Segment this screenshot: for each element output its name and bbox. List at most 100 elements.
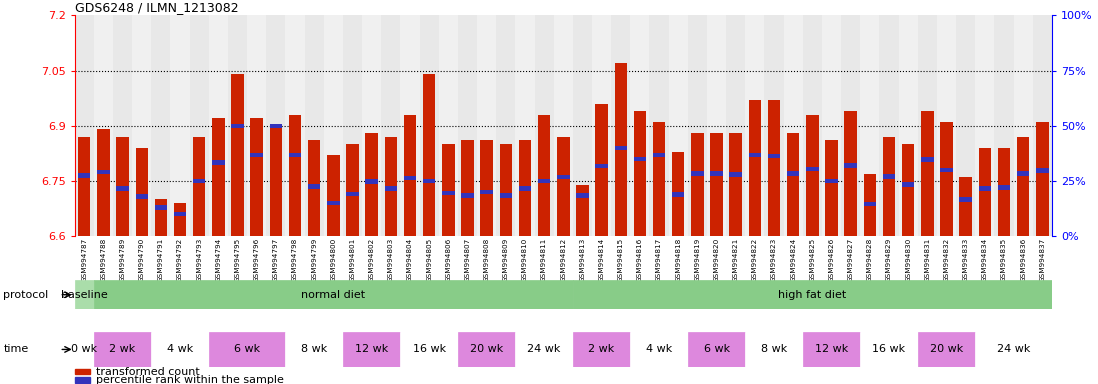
Bar [1017, 137, 1029, 236]
Bar [518, 141, 531, 236]
Bar [232, 124, 244, 128]
Bar [442, 190, 455, 195]
Bar [401, 332, 458, 367]
Text: baseline: baseline [60, 290, 108, 300]
Bar [860, 15, 879, 236]
Bar [135, 148, 148, 236]
Bar [250, 118, 262, 236]
Text: 12 wk: 12 wk [355, 344, 389, 354]
Bar [209, 15, 228, 236]
Bar [653, 153, 665, 157]
Bar [173, 203, 187, 236]
Bar [461, 141, 473, 236]
Bar [612, 15, 630, 236]
Bar [729, 133, 742, 236]
Bar [940, 168, 953, 172]
Bar [749, 100, 761, 236]
Bar [634, 111, 646, 236]
Bar [595, 164, 608, 169]
Bar [193, 179, 205, 183]
Bar [423, 179, 436, 183]
Bar [75, 332, 93, 367]
Bar [346, 144, 359, 236]
Bar [113, 15, 132, 236]
Bar [672, 152, 684, 236]
Bar [155, 199, 167, 236]
Bar [75, 280, 93, 309]
Text: 2 wk: 2 wk [589, 344, 615, 354]
Bar [860, 332, 918, 367]
Bar [1037, 122, 1049, 236]
Bar [864, 174, 876, 236]
Bar [500, 194, 512, 198]
Bar [98, 170, 110, 174]
Bar [707, 15, 726, 236]
Bar [228, 15, 247, 236]
Text: GDS6248 / ILMN_1213082: GDS6248 / ILMN_1213082 [75, 1, 238, 14]
Bar [998, 148, 1010, 236]
Bar [362, 15, 381, 236]
Bar [883, 174, 895, 179]
Bar [787, 171, 799, 176]
Bar [135, 194, 148, 199]
Bar [650, 15, 669, 236]
Bar [879, 15, 898, 236]
Bar [921, 157, 933, 162]
Bar [285, 332, 343, 367]
Bar [921, 111, 933, 236]
Bar [93, 280, 573, 309]
Bar [170, 15, 190, 236]
Bar [691, 171, 704, 176]
Text: 16 wk: 16 wk [873, 344, 906, 354]
Text: 2 wk: 2 wk [110, 344, 136, 354]
Bar [1033, 15, 1052, 236]
Text: 4 wk: 4 wk [167, 344, 193, 354]
Bar [576, 185, 589, 236]
Bar [461, 194, 473, 198]
Bar [687, 332, 746, 367]
Text: 0 wk: 0 wk [71, 344, 98, 354]
Bar [538, 115, 550, 236]
Bar [729, 172, 742, 177]
Bar [270, 126, 282, 236]
Text: 8 wk: 8 wk [761, 344, 787, 354]
Bar [116, 186, 128, 190]
Bar [806, 115, 819, 236]
Bar [423, 74, 436, 236]
Bar [844, 111, 856, 236]
Bar [93, 15, 113, 236]
Bar [500, 144, 512, 236]
Bar [672, 192, 684, 197]
Bar [615, 146, 627, 150]
Bar [116, 137, 128, 236]
Bar [289, 115, 301, 236]
Bar [826, 179, 838, 183]
Bar [784, 15, 803, 236]
Text: 16 wk: 16 wk [413, 344, 446, 354]
Text: 6 wk: 6 wk [234, 344, 260, 354]
Bar [822, 15, 841, 236]
Bar [324, 15, 343, 236]
Bar [346, 192, 359, 196]
Bar [1013, 15, 1033, 236]
Bar [247, 15, 267, 236]
Bar [901, 144, 915, 236]
Bar [691, 133, 704, 236]
Bar [78, 173, 90, 178]
Bar [764, 15, 784, 236]
Bar [960, 197, 972, 202]
Bar [630, 332, 687, 367]
Bar [592, 15, 612, 236]
Bar [458, 332, 515, 367]
Bar [190, 15, 209, 236]
Bar [595, 104, 608, 236]
Bar [209, 332, 285, 367]
Bar [803, 332, 860, 367]
Bar [898, 15, 918, 236]
Bar [787, 133, 799, 236]
Text: 20 wk: 20 wk [470, 344, 503, 354]
Text: 4 wk: 4 wk [646, 344, 672, 354]
Bar [481, 190, 493, 194]
Bar [573, 332, 630, 367]
Bar [864, 202, 876, 206]
